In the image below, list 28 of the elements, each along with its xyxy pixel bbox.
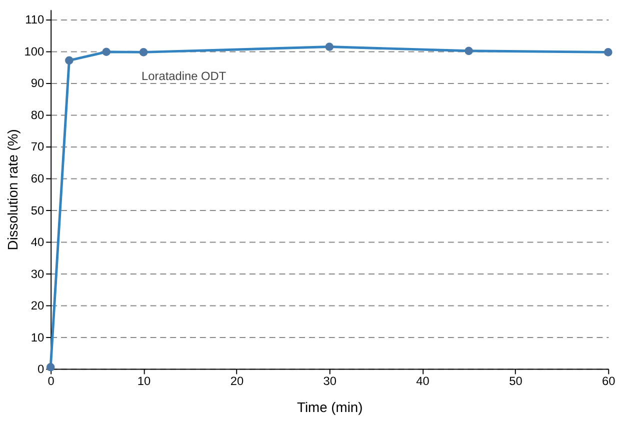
y-tick-label: 110 [25,12,45,27]
y-tick-label: 60 [30,172,45,186]
y-tick-label: 90 [30,76,45,90]
point [464,46,473,56]
y-axis-title: Dissolution rate (%) [4,129,20,250]
x-tick-label: 30 [323,374,337,388]
point [102,48,110,56]
y-tick-label: 50 [30,203,45,218]
point [325,42,334,51]
y-tick-label: 80 [30,108,45,122]
x-tick-label: 40 [416,374,430,388]
point [65,56,74,65]
point [139,48,148,56]
y-tick-label: 40 [30,235,45,250]
x-tick-label: 50 [509,374,523,388]
y-tick-label: 100 [24,44,45,58]
series-label: Loratadine ODT [142,68,226,83]
x-tick-label: 10 [137,374,152,388]
x-tick-label: 20 [230,374,244,388]
y-tick-label: 20 [30,298,45,313]
y-tick-label: 30 [30,266,45,281]
x-tick-label: 0 [48,374,55,388]
x-tick-label: 60 [602,374,616,388]
point [604,48,612,56]
x-axis-title: Time (min) [296,398,363,415]
y-tick-label: 10 [30,330,45,344]
y-tick-label: 0 [38,362,45,376]
y-tick-label: 70 [30,140,45,154]
